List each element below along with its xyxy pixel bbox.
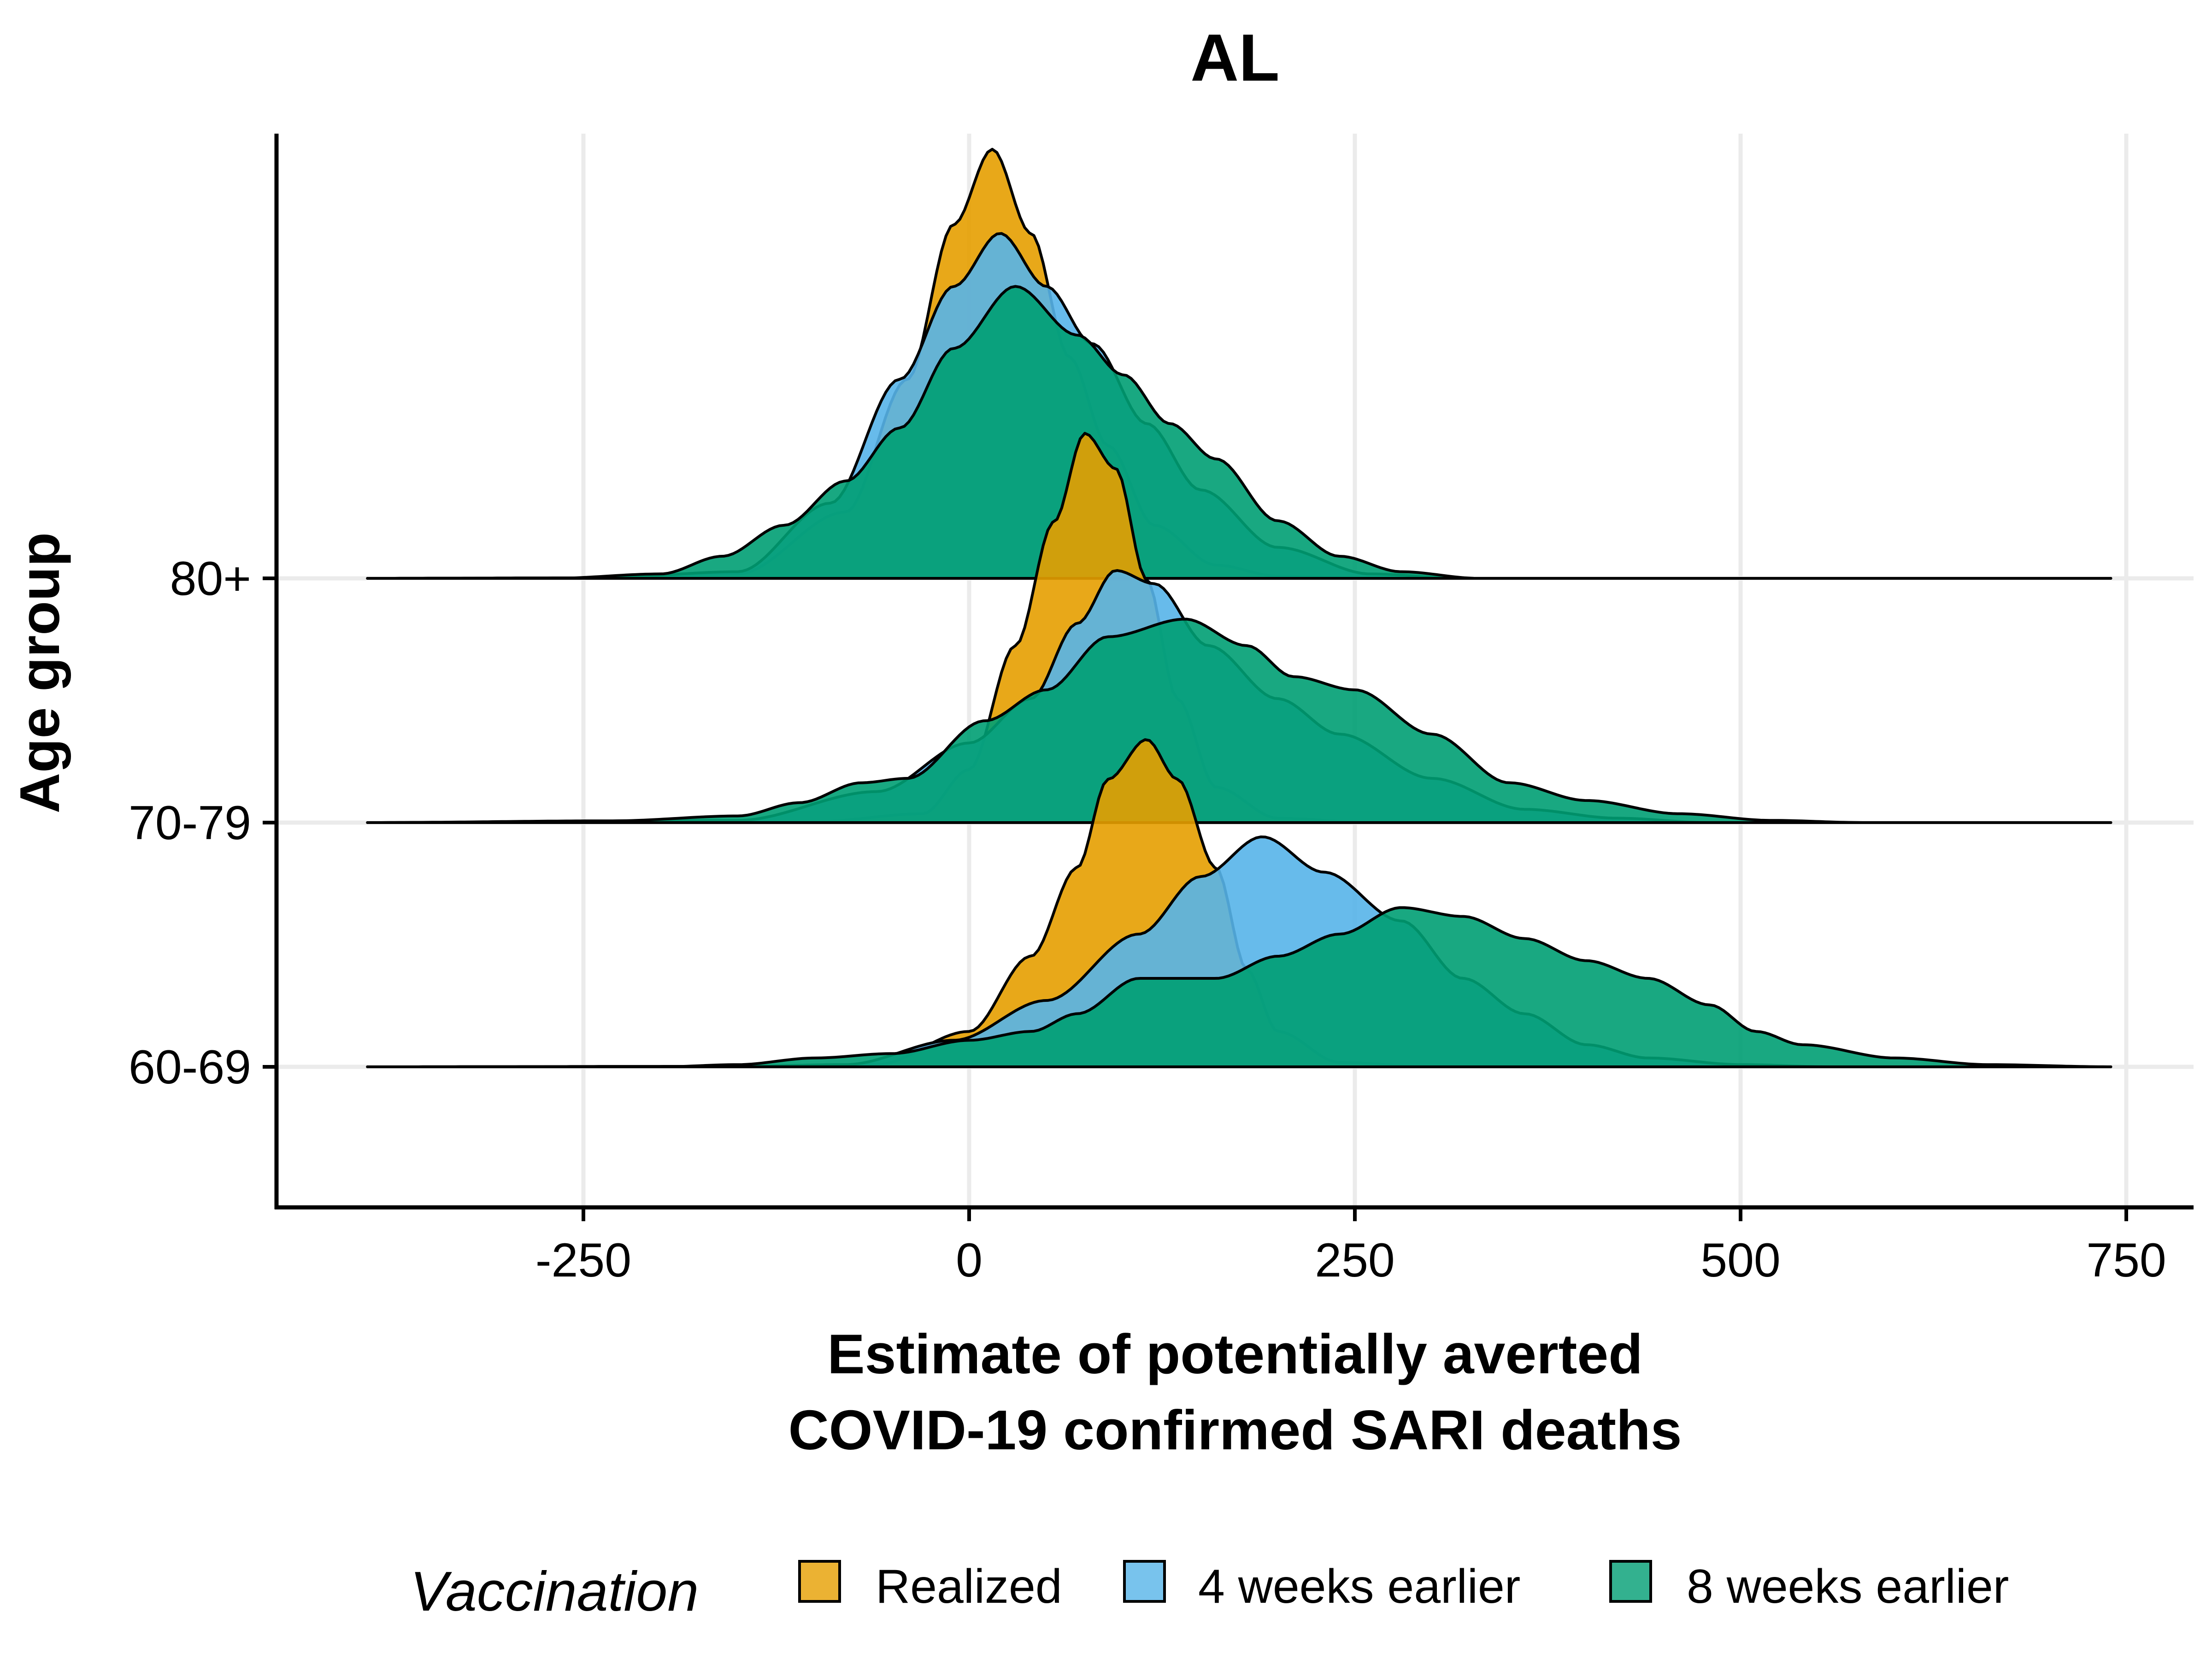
axis-layer: -250 0 250 500 750 60-69 70-79 80+ — [129, 134, 2194, 1287]
chart-title: AL — [1190, 20, 1279, 95]
legend-title: Vaccination — [410, 1560, 699, 1623]
x-axis-title-line-1: Estimate of potentially averted — [827, 1323, 1642, 1385]
ridge-8-weeks-earlier-60-69 — [366, 906, 2112, 1068]
legend-key-8-weeks-earlier — [1609, 1560, 1652, 1603]
y-tick-label-80: 80+ — [170, 552, 251, 606]
x-tick-label: 750 — [2086, 1234, 2166, 1287]
y-axis-title: Age group — [8, 532, 71, 813]
legend: Vaccination Realized 4 weeks earlier 8 w… — [410, 1560, 2009, 1623]
x-tick-label: 250 — [1315, 1234, 1395, 1287]
ridge-layer — [366, 147, 2112, 1068]
y-tick-label-60-69: 60-69 — [129, 1041, 251, 1094]
y-tick-label-70-79: 70-79 — [129, 796, 251, 850]
x-tick-label: -250 — [535, 1234, 631, 1287]
ridge-8-weeks-earlier-80 — [366, 285, 2112, 580]
x-tick-label: 0 — [956, 1234, 982, 1287]
legend-key-realized — [798, 1560, 841, 1603]
legend-label-8-weeks-earlier: 8 weeks earlier — [1687, 1560, 2009, 1613]
x-tick-label: 500 — [1700, 1234, 1781, 1287]
legend-label-realized: Realized — [876, 1560, 1062, 1613]
legend-label-4-weeks-earlier: 4 weeks earlier — [1198, 1560, 1520, 1613]
legend-key-4-weeks-earlier — [1123, 1560, 1166, 1603]
x-axis-title-line-2: COVID-19 confirmed SARI deaths — [788, 1399, 1682, 1461]
ridge-8-weeks-earlier-70-79 — [366, 618, 2112, 824]
